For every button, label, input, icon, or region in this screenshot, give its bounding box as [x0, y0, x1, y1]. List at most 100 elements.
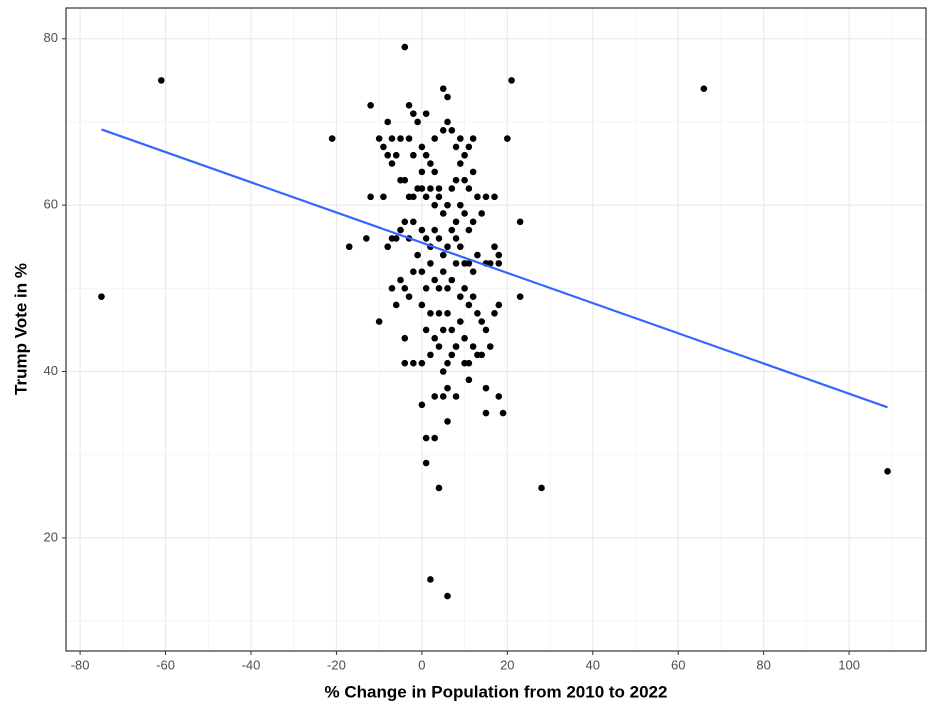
point: [452, 393, 460, 400]
point: [439, 251, 447, 259]
point: [444, 118, 451, 126]
point: [431, 276, 438, 284]
point: [491, 243, 498, 251]
point: [482, 193, 490, 201]
point: [405, 293, 413, 300]
point: [422, 285, 430, 292]
y-tick-label: 60: [44, 197, 58, 212]
point: [469, 135, 477, 142]
point: [439, 393, 447, 400]
point: [388, 285, 396, 292]
point: [508, 77, 515, 84]
point: [418, 226, 426, 234]
point: [401, 359, 409, 367]
point: [401, 334, 409, 342]
point: [516, 293, 524, 300]
point: [474, 309, 481, 317]
point: [384, 243, 391, 251]
y-tick-label: 20: [44, 529, 58, 544]
x-tick-label: 100: [838, 657, 860, 672]
point: [448, 326, 456, 334]
point: [375, 318, 383, 325]
point: [469, 268, 477, 275]
point: [439, 126, 447, 134]
point: [465, 185, 473, 192]
point: [516, 218, 524, 226]
point: [427, 351, 434, 359]
point: [435, 484, 443, 492]
point: [422, 193, 430, 201]
point: [363, 235, 370, 242]
point: [444, 592, 451, 600]
point: [478, 318, 485, 325]
point: [452, 143, 460, 151]
point: [405, 102, 413, 109]
point: [465, 376, 473, 384]
point: [461, 359, 468, 367]
point: [435, 343, 443, 350]
point: [504, 135, 511, 142]
point: [422, 326, 430, 334]
point: [418, 359, 426, 367]
point: [469, 168, 477, 176]
point: [495, 301, 503, 309]
point: [461, 176, 468, 184]
point: [457, 201, 464, 209]
point: [700, 85, 708, 92]
point: [380, 143, 387, 151]
point: [401, 176, 409, 184]
point: [418, 168, 426, 176]
point: [380, 193, 387, 201]
y-axis-title: Trump Vote in %: [11, 263, 30, 395]
x-tick-label: 80: [756, 657, 770, 672]
point: [461, 210, 468, 217]
x-axis-title: % Change in Population from 2010 to 2022: [325, 682, 668, 701]
point: [465, 301, 473, 309]
point: [457, 293, 464, 300]
point: [448, 351, 456, 359]
x-tick-label: -80: [71, 657, 90, 672]
point: [427, 160, 434, 167]
point: [431, 334, 438, 342]
point: [452, 343, 460, 350]
trend-line: [101, 128, 888, 409]
point: [457, 135, 464, 142]
point: [422, 110, 430, 117]
point: [478, 210, 485, 217]
point: [414, 118, 421, 126]
point: [474, 251, 481, 259]
x-tick-label: 20: [500, 657, 514, 672]
point: [418, 268, 426, 275]
point: [422, 434, 430, 442]
x-tick-label: 60: [671, 657, 685, 672]
point: [410, 110, 417, 117]
point: [461, 334, 468, 342]
point: [482, 384, 490, 392]
point: [452, 218, 460, 226]
point: [410, 218, 417, 226]
point: [405, 135, 413, 142]
point: [469, 218, 477, 226]
panel-border: [65, 7, 927, 652]
point: [384, 151, 391, 159]
point: [397, 276, 404, 284]
x-tick-label: 40: [586, 657, 600, 672]
point: [439, 326, 447, 334]
point: [431, 201, 438, 209]
point: [499, 409, 507, 417]
point: [452, 260, 460, 267]
point: [422, 459, 430, 467]
point: [401, 43, 409, 51]
point: [439, 268, 447, 275]
point: [367, 193, 374, 201]
point: [435, 235, 443, 242]
point: [452, 176, 460, 184]
point: [410, 359, 417, 367]
point: [469, 293, 477, 300]
point: [414, 185, 421, 192]
point: [495, 251, 503, 259]
point: [418, 401, 426, 409]
point: [397, 135, 404, 142]
